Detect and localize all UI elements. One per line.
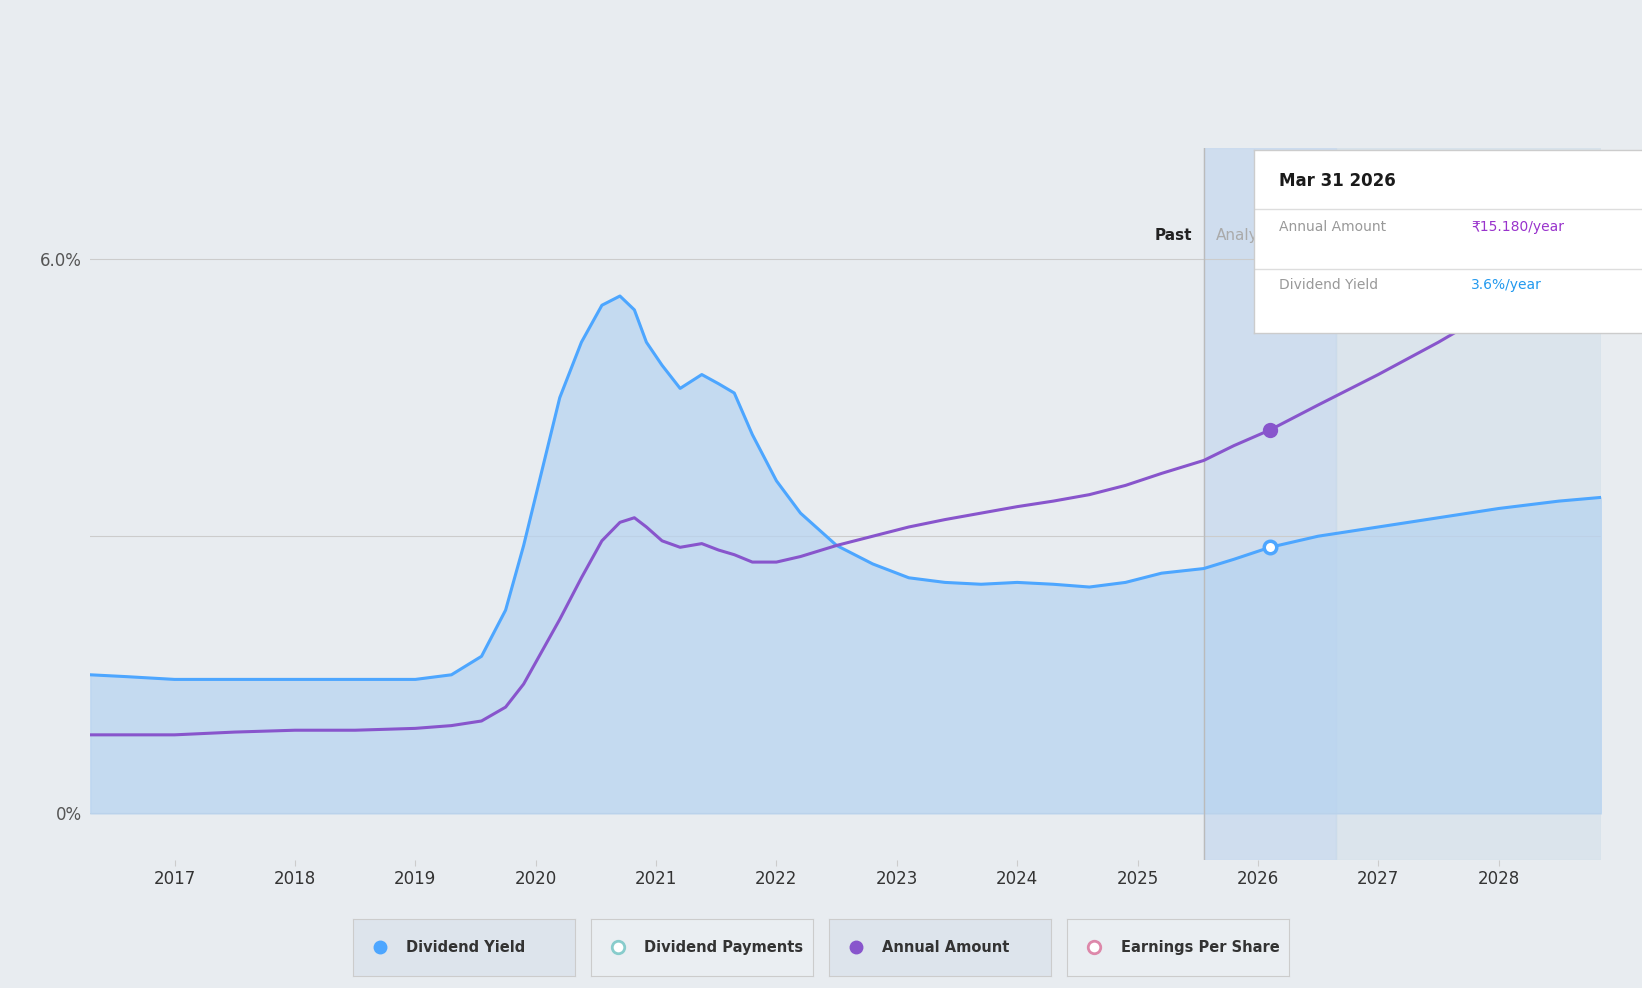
Bar xyxy=(1337,148,1601,860)
Text: Dividend Yield: Dividend Yield xyxy=(1279,279,1378,292)
Text: 3.6%/year: 3.6%/year xyxy=(1471,279,1542,292)
Text: Dividend Payments: Dividend Payments xyxy=(644,940,803,955)
Bar xyxy=(1204,148,1337,860)
Text: Mar 31 2026: Mar 31 2026 xyxy=(1279,172,1396,191)
Text: Forecasts: Forecasts xyxy=(1348,228,1422,243)
Text: Earnings Per Share: Earnings Per Share xyxy=(1120,940,1279,955)
Text: ₹15.180/year: ₹15.180/year xyxy=(1471,220,1565,234)
Text: Annual Amount: Annual Amount xyxy=(1279,220,1386,234)
Text: Analysts: Analysts xyxy=(1215,228,1281,243)
Text: Past: Past xyxy=(1154,228,1192,243)
Text: Dividend Yield: Dividend Yield xyxy=(406,940,525,955)
Text: Annual Amount: Annual Amount xyxy=(882,940,1010,955)
